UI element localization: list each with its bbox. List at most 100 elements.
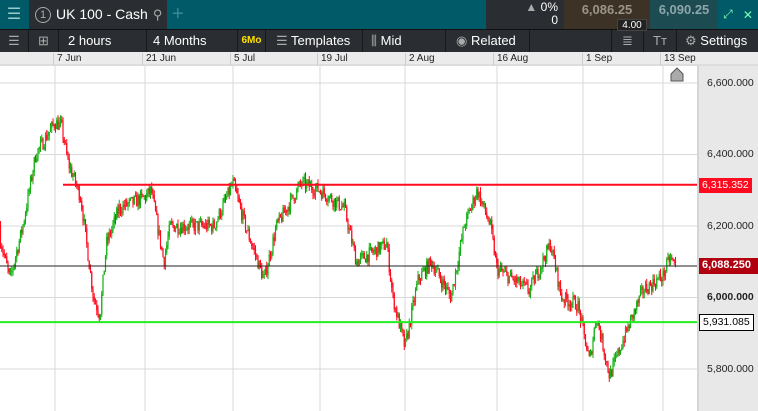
- candle-body: [19, 229, 22, 241]
- candle-body: [127, 203, 129, 206]
- buy-price-button[interactable]: 6,090.25: [650, 0, 718, 29]
- candle-body: [133, 196, 135, 204]
- candle-body: [361, 253, 363, 256]
- candle-body: [518, 277, 520, 281]
- candle-body: [156, 211, 158, 215]
- candle-body: [333, 198, 335, 207]
- candle-body: [263, 274, 265, 276]
- layout-grid-icon[interactable]: ⊞: [29, 30, 59, 52]
- candle-body: [322, 188, 324, 199]
- candle-body: [11, 271, 13, 273]
- candle-body: [612, 361, 614, 377]
- candle-body: [508, 275, 510, 284]
- candle-body: [669, 257, 672, 262]
- candle-body: [343, 202, 345, 207]
- text-size-icon[interactable]: Tт: [644, 30, 677, 52]
- candle-body: [388, 248, 390, 273]
- templates-button[interactable]: ☰ Templates: [266, 30, 363, 52]
- range-badge[interactable]: 6Mo: [238, 30, 266, 52]
- candle-body: [164, 252, 167, 267]
- candle-body: [237, 193, 239, 198]
- candle-body: [157, 214, 159, 235]
- candle-body: [491, 219, 493, 230]
- candle-body: [466, 213, 468, 227]
- candle-body: [81, 201, 83, 210]
- candle-body: [483, 203, 485, 205]
- candle-body: [468, 209, 470, 212]
- candle-body: [46, 134, 48, 140]
- candle-body: [342, 206, 344, 208]
- candle-body: [251, 243, 253, 247]
- candle-body: [351, 230, 353, 244]
- candle-body: [592, 340, 594, 355]
- candle-body: [614, 355, 617, 359]
- candle-body: [528, 291, 530, 294]
- candle-body: [477, 189, 479, 198]
- interval-select[interactable]: 2 hours: [59, 30, 147, 52]
- candle-body: [248, 229, 250, 240]
- close-icon[interactable]: ✕: [742, 7, 753, 22]
- candle-body: [174, 228, 177, 232]
- candle-body: [188, 223, 190, 230]
- candle-body: [531, 278, 533, 287]
- candle-body: [364, 258, 367, 263]
- settings-button[interactable]: ⚙ Settings: [677, 30, 758, 52]
- candle-body: [408, 322, 410, 338]
- candle-body: [453, 284, 455, 286]
- price-axis[interactable]: 6,600.000 6,400.000 6,200.000 6,000.000 …: [697, 66, 758, 411]
- list-icon[interactable]: ☰: [0, 30, 29, 52]
- candle-body: [593, 328, 595, 341]
- expand-icon[interactable]: ⤢: [723, 7, 733, 21]
- candle-body: [304, 177, 307, 189]
- candle-body: [499, 266, 502, 269]
- candle-body: [579, 310, 582, 323]
- candle-body: [391, 280, 393, 288]
- candle-body: [199, 220, 202, 222]
- plus-icon[interactable]: +: [172, 3, 184, 25]
- candle-body: [557, 267, 559, 287]
- candle-body: [168, 224, 170, 237]
- hamburger-icon[interactable]: ☰: [0, 0, 28, 29]
- scroll-to-latest-marker[interactable]: [670, 67, 684, 82]
- price-type-button[interactable]: ⫼ Mid: [363, 30, 446, 52]
- candle-body: [141, 192, 143, 195]
- candle-body: [128, 199, 130, 204]
- candle-body: [312, 189, 314, 195]
- instrument-tab[interactable]: 1 UK 100 - Cash ⚲: [29, 0, 167, 29]
- candle-body: [649, 282, 652, 285]
- candle-body: [66, 143, 68, 154]
- candle-body: [43, 147, 45, 150]
- candle-body: [554, 258, 557, 270]
- candle-body: [54, 127, 57, 130]
- candle-body: [647, 291, 649, 294]
- candle-body: [297, 185, 299, 189]
- candle-body: [443, 279, 445, 285]
- candle-body: [336, 199, 338, 208]
- candle-body: [51, 122, 53, 128]
- candle-body: [33, 157, 35, 173]
- candle-body: [521, 284, 523, 287]
- candle-body: [107, 236, 109, 241]
- candle-body: [474, 198, 477, 204]
- candle-body: [409, 322, 412, 326]
- range-select[interactable]: 4 Months: [147, 30, 238, 52]
- support-price-tag: 5,931.085: [699, 314, 754, 331]
- candle-body: [568, 304, 570, 307]
- candle-body: [239, 202, 242, 208]
- candle-body: [421, 271, 423, 281]
- candle-body: [257, 256, 259, 269]
- price-scale-icon[interactable]: ≣: [611, 30, 644, 52]
- candle-body: [378, 242, 380, 253]
- candle-body: [214, 227, 217, 229]
- candle-body: [657, 278, 659, 280]
- candle-body: [96, 304, 98, 311]
- search-icon[interactable]: ⚲: [152, 7, 163, 22]
- candle-body: [101, 293, 103, 315]
- candle-body: [402, 329, 404, 334]
- price-chart[interactable]: [0, 66, 697, 411]
- candle-body: [112, 223, 114, 230]
- candle-body: [291, 194, 293, 197]
- tab-number: 1: [35, 6, 51, 23]
- related-button[interactable]: ◉ Related: [446, 30, 530, 52]
- candle-body: [666, 259, 668, 272]
